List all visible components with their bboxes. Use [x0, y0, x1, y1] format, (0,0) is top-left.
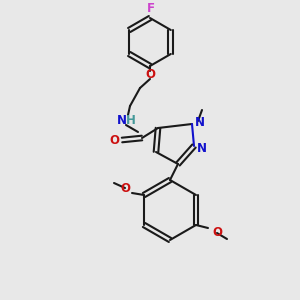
Text: H: H — [126, 113, 136, 127]
Text: O: O — [120, 182, 130, 194]
Text: N: N — [117, 113, 127, 127]
Text: N: N — [197, 142, 207, 154]
Text: O: O — [145, 68, 155, 82]
Text: O: O — [212, 226, 222, 239]
Text: N: N — [195, 116, 205, 128]
Text: F: F — [147, 2, 155, 16]
Text: O: O — [109, 134, 119, 148]
